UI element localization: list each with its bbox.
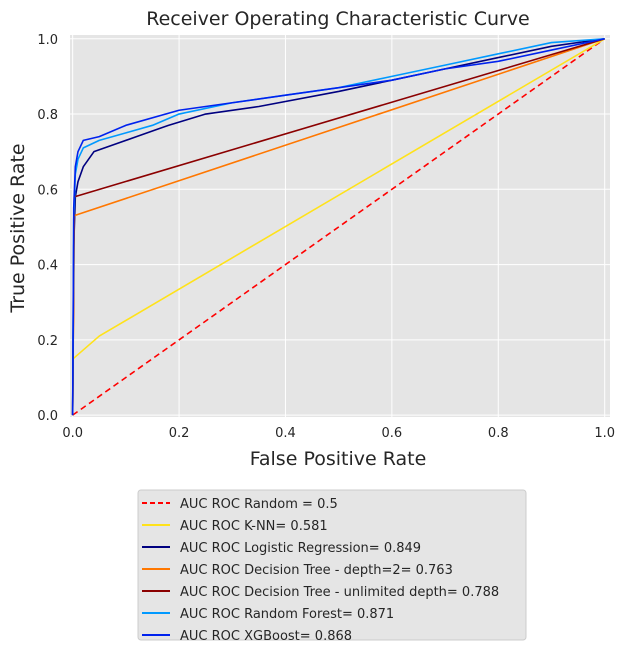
chart-title: Receiver Operating Characteristic Curve	[146, 8, 530, 30]
x-tick-label: 0.6	[382, 426, 403, 441]
y-tick-label: 0.0	[37, 409, 58, 424]
legend-entry: AUC ROC Random = 0.5	[180, 497, 338, 512]
legend-entry: AUC ROC Logistic Regression= 0.849	[180, 541, 421, 556]
plot-area	[70, 35, 610, 417]
series-lines	[71, 37, 606, 416]
legend-entry: AUC ROC XGBoost= 0.868	[180, 629, 352, 644]
legend-entry: AUC ROC K-NN= 0.581	[180, 519, 328, 534]
x-tick-label: 0.2	[169, 426, 190, 441]
x-tick-label: 1.0	[594, 426, 615, 441]
y-tick-label: 0.8	[37, 108, 58, 123]
x-tick-label: 0.4	[275, 426, 296, 441]
x-axis-label: False Positive Rate	[250, 448, 427, 470]
legend-entry: AUC ROC Random Forest= 0.871	[180, 607, 394, 622]
series-line-0	[72, 38, 606, 416]
tick-labels: 0.0 0.2 0.4 0.6 0.8 1.0 0.0 0.2 0.4 0.6 0.8 1.0	[37, 33, 615, 441]
x-tick-label: 0.0	[62, 426, 83, 441]
y-tick-label: 1.0	[37, 33, 58, 48]
legend-entry: AUC ROC Decision Tree - depth=2= 0.763	[180, 563, 453, 578]
y-tick-label: 0.6	[37, 183, 58, 198]
y-tick-label: 0.4	[37, 259, 58, 274]
legend: AUC ROC Random = 0.5 AUC ROC K-NN= 0.581 A…	[137, 489, 527, 644]
y-axis-label: True Positive Rate	[7, 143, 29, 313]
y-tick-label: 0.2	[37, 334, 58, 349]
legend-box	[137, 489, 527, 641]
x-tick-label: 0.8	[488, 426, 509, 441]
series-line-2	[71, 37, 605, 416]
series-line-5	[71, 37, 605, 416]
series-line-6	[71, 37, 605, 416]
legend-entry: AUC ROC Decision Tree - unlimited depth=…	[180, 585, 499, 600]
